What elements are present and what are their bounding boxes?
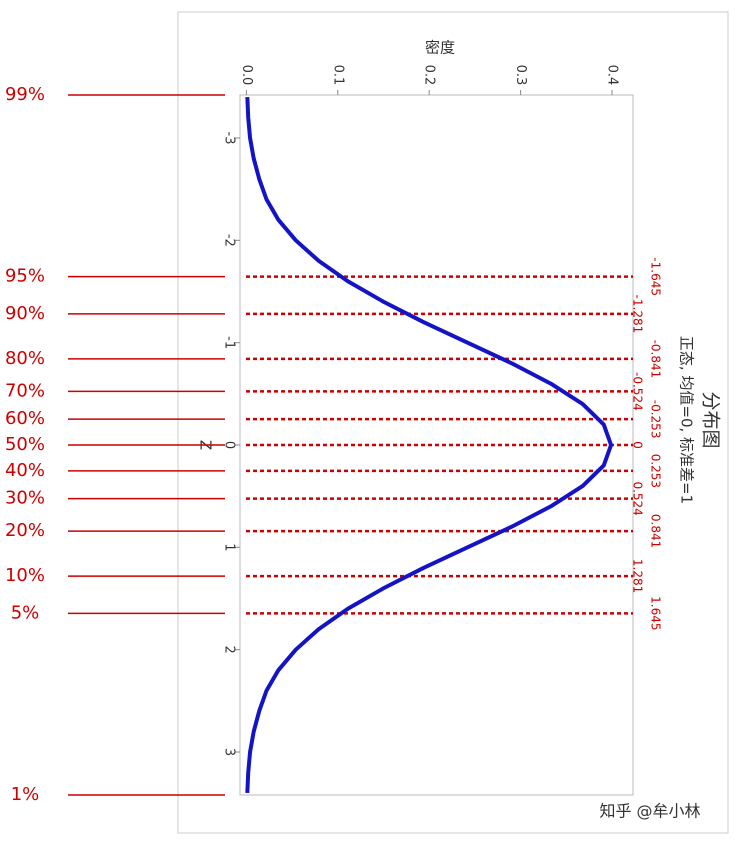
quantile-z-label: -0.841 <box>649 340 663 379</box>
quantile-z-label: -1.281 <box>631 295 645 334</box>
y-tick-label: 0.2 <box>422 65 437 86</box>
percentile-label: 60% <box>5 408 45 429</box>
y-axis-label: 密度 <box>425 39 455 57</box>
quantile-z-label: 1.645 <box>649 596 663 630</box>
percentile-label: 99% <box>5 84 45 105</box>
x-tick-label: -2 <box>222 234 237 247</box>
percentile-label: 80% <box>5 348 45 369</box>
x-tick-label: 1 <box>222 543 237 551</box>
x-tick-label: -1 <box>222 336 237 349</box>
chart-title: 分布图 <box>700 391 722 448</box>
quantile-z-label: 0 <box>631 441 645 449</box>
percentile-label: 20% <box>5 520 45 541</box>
chart-border <box>177 11 729 834</box>
percentile-label: 50% <box>5 434 45 455</box>
percentile-label: 70% <box>5 380 45 401</box>
quantile-z-label: 0.253 <box>649 454 663 488</box>
percentile-label: 30% <box>5 488 45 509</box>
y-tick-label: 0.3 <box>513 65 528 86</box>
x-tick-label: -3 <box>222 131 237 144</box>
x-tick-label: 0 <box>222 441 237 449</box>
chart-subtitle: 正态, 均值=0, 标准差=1 <box>678 336 696 504</box>
quantile-z-label: 1.281 <box>631 559 645 593</box>
y-tick-label: 0.1 <box>330 65 345 86</box>
percentile-label: 40% <box>5 460 45 481</box>
x-tick-label: 2 <box>222 646 237 654</box>
x-tick-label: 3 <box>222 748 237 756</box>
percentile-label: 5% <box>11 602 40 623</box>
quantile-z-label: -1.645 <box>649 257 663 296</box>
quantile-z-label: 0.841 <box>649 514 663 548</box>
density-curve <box>245 96 614 794</box>
quantile-z-label: 0.524 <box>631 481 645 515</box>
percentile-label: 10% <box>5 565 45 586</box>
watermark: 知乎 @牟小林 <box>599 802 700 821</box>
percentile-label: 1% <box>11 784 40 805</box>
y-tick-label: 0.4 <box>604 65 619 86</box>
percentile-label: 95% <box>5 266 45 287</box>
quantile-z-label: -0.253 <box>649 400 663 439</box>
quantile-z-label: -0.524 <box>631 372 645 411</box>
percentile-label: 90% <box>5 303 45 324</box>
y-tick-label: 0.0 <box>239 65 254 86</box>
